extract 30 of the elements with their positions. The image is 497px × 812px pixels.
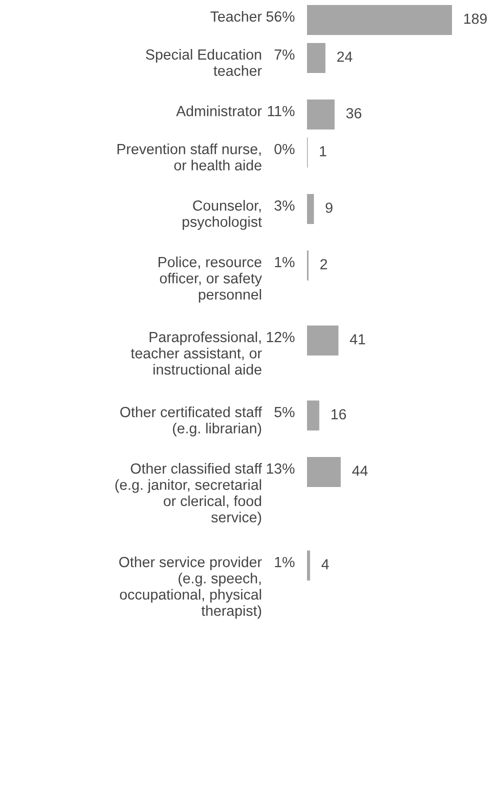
y-tick-label: Other service provider (e.g. speech, occupational, physical therapist) — [119, 556, 262, 619]
data-label: 9 — [326, 202, 332, 213]
text: 13% — [266, 463, 294, 474]
y-tick-label: Prevention staff nurse, or health aide — [118, 144, 262, 170]
y-tick-label: Other certificated staff (e.g. librarian) — [120, 406, 262, 436]
text: 5% — [274, 406, 294, 418]
data-label: 1 — [320, 146, 326, 156]
data-label: 189 — [464, 14, 487, 24]
y-tick-label: Police, resource officer, or safety personnel — [158, 256, 262, 303]
y-tick-label: Teacher — [210, 11, 262, 22]
text: 0% — [274, 144, 294, 154]
text: 1% — [275, 256, 294, 268]
text: 3% — [274, 200, 294, 211]
data-label: 44 — [352, 466, 368, 476]
text: 56% — [266, 11, 294, 22]
text: 11% — [268, 106, 294, 116]
text: 7% — [274, 49, 294, 60]
data-label: 24 — [337, 52, 352, 62]
text: 12% — [266, 332, 294, 342]
data-label: 16 — [332, 409, 346, 420]
y-tick-label: Counselor, psychologist — [182, 200, 262, 230]
y-tick-label: Other classified staff (e.g. janitor, secretarial or clerical, food service) — [115, 463, 262, 526]
data-label: 4 — [322, 559, 329, 570]
y-tick-label: Administrator — [176, 106, 262, 116]
data-label: 2 — [320, 259, 328, 270]
y-tick-label: Paraprofessional, teacher assistant, or instructional aide — [130, 332, 262, 375]
y-tick-label: Special Education teacher — [146, 49, 262, 76]
data-label: 36 — [346, 108, 362, 118]
text: 1% — [275, 556, 294, 568]
data-label: 41 — [350, 334, 366, 344]
